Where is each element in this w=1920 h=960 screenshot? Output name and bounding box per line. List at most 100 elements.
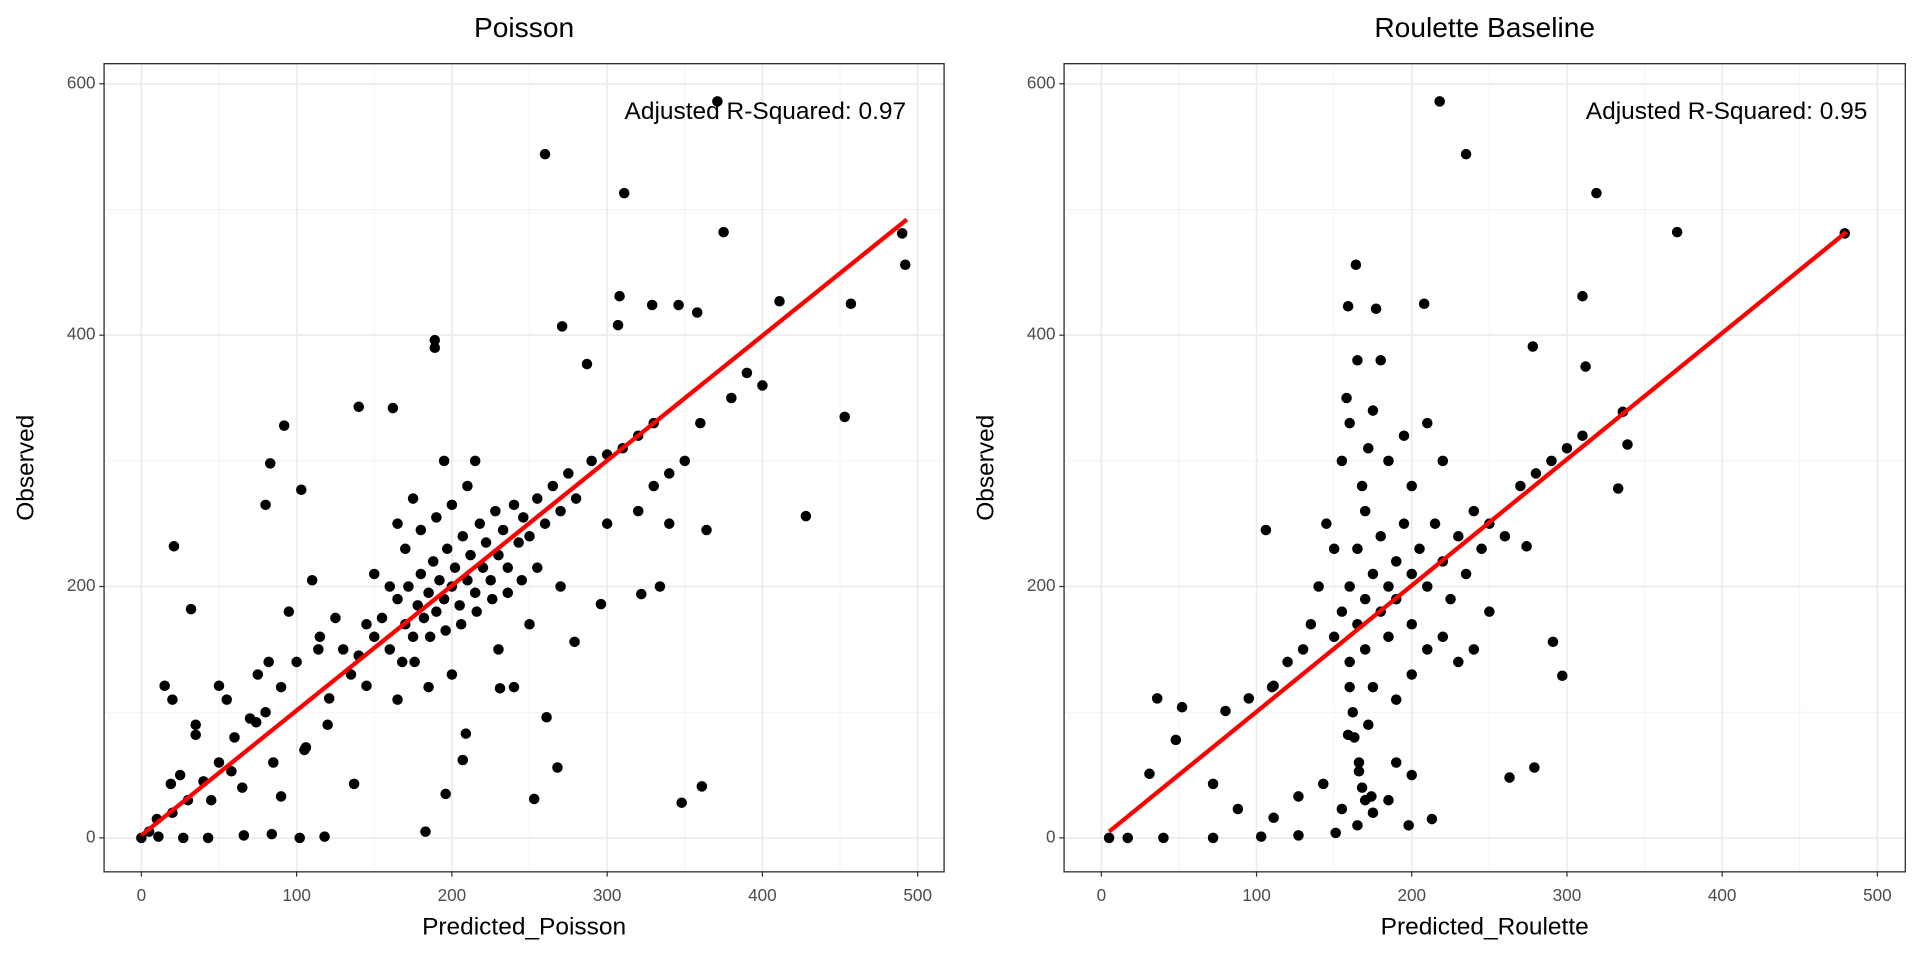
point: [570, 493, 582, 504]
point: [264, 458, 276, 469]
point: [1330, 827, 1341, 839]
point: [1406, 669, 1418, 680]
x-tick-label: 300: [593, 885, 622, 905]
point: [1122, 832, 1133, 844]
x-tick-label: 100: [282, 885, 311, 905]
point: [190, 719, 201, 731]
point: [1336, 606, 1348, 617]
point: [1504, 772, 1515, 783]
point: [696, 781, 708, 792]
point: [1561, 443, 1573, 454]
point: [1557, 670, 1568, 682]
point: [296, 484, 307, 496]
point: [1406, 480, 1418, 492]
point: [159, 680, 170, 692]
point: [1297, 644, 1309, 655]
point: [1260, 524, 1272, 536]
point: [1349, 732, 1360, 743]
point: [469, 455, 481, 467]
point: [440, 625, 451, 636]
point: [275, 791, 287, 802]
point: [384, 581, 396, 592]
x-tick-label: 400: [1708, 885, 1737, 905]
point: [679, 455, 691, 467]
point: [392, 518, 403, 529]
point: [1437, 631, 1449, 643]
point: [275, 681, 287, 693]
x-tick-label: 200: [1397, 885, 1426, 905]
point: [237, 782, 248, 793]
point: [415, 568, 427, 580]
point: [1359, 794, 1371, 806]
point: [636, 588, 647, 600]
point: [1158, 832, 1169, 844]
y-tick-label: 0: [86, 826, 96, 846]
point: [260, 499, 271, 511]
point: [431, 606, 442, 617]
point: [424, 631, 436, 643]
point: [446, 499, 458, 511]
y-tick-label: 200: [1027, 575, 1056, 595]
point: [403, 581, 414, 592]
point: [330, 612, 341, 624]
point: [1612, 483, 1624, 494]
point: [1350, 259, 1362, 271]
point: [353, 401, 364, 413]
point: [516, 574, 528, 586]
y-axis-title: Observed: [972, 415, 999, 521]
x-axis-title: Predicted_Roulette: [1381, 914, 1589, 941]
point: [1359, 593, 1371, 605]
point: [1406, 618, 1418, 630]
point: [508, 499, 520, 511]
point: [319, 831, 330, 842]
point: [1220, 705, 1231, 717]
point: [1383, 455, 1394, 467]
point: [1344, 417, 1355, 429]
annotation: Adjusted R-Squared: 0.95: [1586, 98, 1868, 125]
point: [539, 148, 551, 160]
point: [1460, 148, 1472, 160]
point: [221, 694, 233, 705]
point: [471, 606, 482, 617]
point: [469, 587, 481, 599]
point: [1406, 568, 1418, 580]
point: [1367, 807, 1379, 819]
point: [1499, 530, 1511, 542]
point: [434, 574, 445, 586]
point: [1437, 455, 1449, 467]
point: [252, 669, 264, 680]
point: [299, 744, 310, 756]
point: [1426, 813, 1438, 825]
point: [263, 656, 274, 668]
point: [541, 711, 552, 723]
point: [1406, 769, 1418, 781]
point: [1268, 812, 1279, 824]
point: [1445, 593, 1456, 605]
point: [1398, 518, 1410, 529]
point: [518, 512, 529, 523]
point: [314, 631, 326, 643]
point: [1515, 480, 1526, 492]
point: [266, 828, 278, 840]
point: [1144, 768, 1155, 780]
x-tick-label: 0: [137, 885, 147, 905]
y-axis-title: Observed: [12, 415, 39, 521]
point: [612, 319, 624, 331]
point: [412, 600, 423, 611]
point: [423, 587, 434, 599]
point: [1344, 681, 1355, 693]
point: [462, 480, 473, 492]
point: [418, 612, 430, 624]
point: [167, 694, 178, 705]
y-tick-label: 400: [67, 324, 96, 344]
point: [528, 793, 540, 805]
point: [1453, 656, 1464, 668]
point: [260, 706, 271, 718]
point: [429, 334, 441, 346]
point: [1336, 803, 1348, 815]
point: [1266, 681, 1278, 693]
point: [581, 358, 593, 370]
point: [1363, 719, 1374, 731]
point: [174, 769, 186, 781]
point: [446, 669, 458, 680]
